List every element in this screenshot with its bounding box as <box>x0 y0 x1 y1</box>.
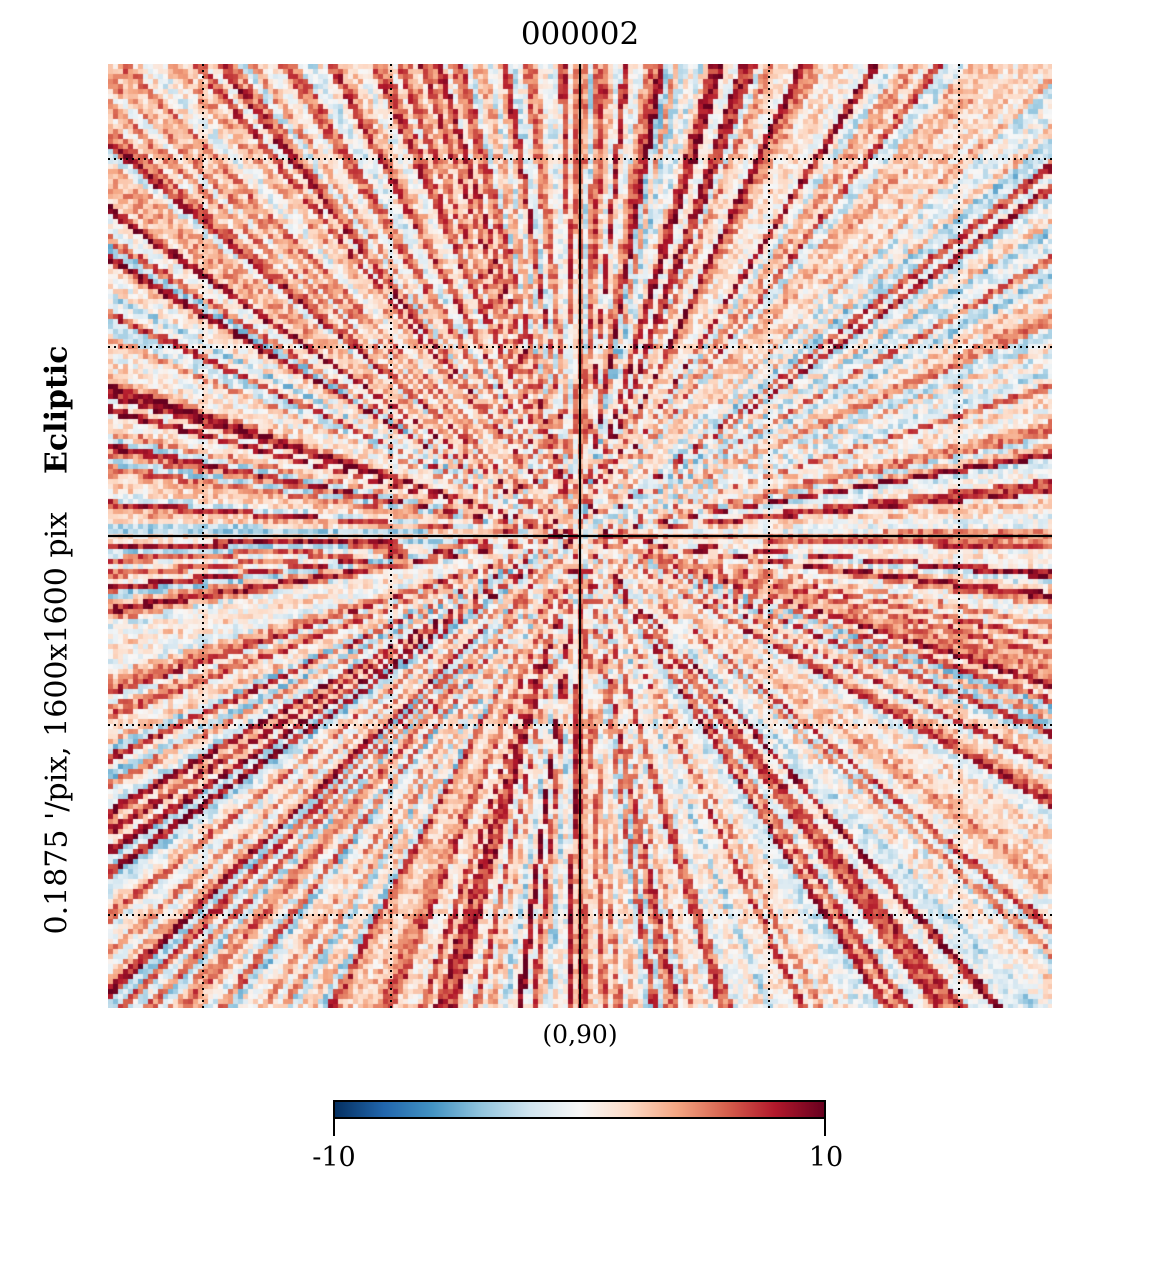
colorbar-tick-max <box>824 1119 826 1136</box>
center-label: (0,90) <box>542 1020 618 1049</box>
colorbar <box>333 1100 826 1119</box>
coord-label: Ecliptic <box>39 345 75 474</box>
colorbar-min-label: -10 <box>312 1142 356 1173</box>
y-axis-label: 0.1875 '/pix, 1600x1600 pix Ecliptic <box>40 346 75 935</box>
graticule <box>108 64 1052 1008</box>
colorbar-max-label: 10 <box>808 1142 844 1173</box>
resolution-label: 0.1875 '/pix, 1600x1600 pix <box>39 511 75 935</box>
colorbar-tick-min <box>333 1119 335 1136</box>
chart-title: 000002 <box>520 16 640 52</box>
